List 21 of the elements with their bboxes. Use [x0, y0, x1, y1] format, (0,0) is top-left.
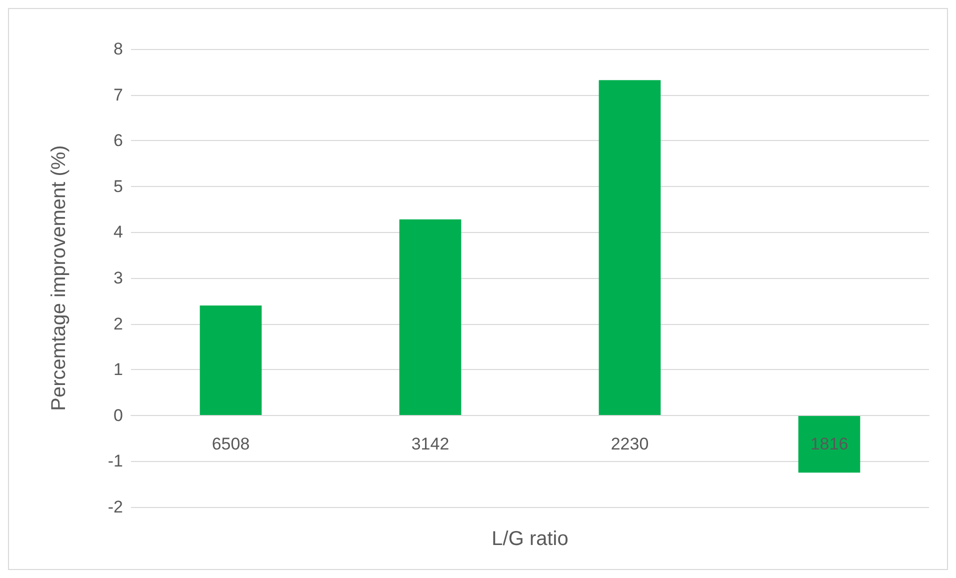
y-tick-label: 5 — [114, 176, 123, 196]
y-axis-title: Percemtage improvement (%) — [48, 145, 70, 411]
y-tick-label: -1 — [108, 452, 123, 471]
bar — [200, 305, 262, 416]
bar — [399, 219, 462, 416]
y-tick-label: 1 — [114, 360, 123, 380]
x-tick-label: 1816 — [810, 434, 848, 454]
y-tick-label: 3 — [114, 268, 123, 288]
x-tick-label: 3142 — [411, 434, 450, 454]
y-tick-label: 2 — [114, 314, 123, 334]
y-tick-label: 7 — [114, 85, 123, 104]
x-tick-label: 2230 — [610, 434, 649, 454]
y-tick-label: -2 — [108, 498, 123, 516]
y-tick-label: 8 — [114, 40, 123, 58]
y-tick-label: 6 — [114, 131, 123, 150]
bar — [598, 80, 661, 416]
x-axis-title: L/G ratio — [492, 528, 568, 550]
bar — [798, 415, 860, 473]
x-tick-label: 6508 — [212, 434, 250, 454]
y-tick-label: 0 — [114, 406, 123, 425]
y-tick-label: 4 — [114, 222, 123, 242]
